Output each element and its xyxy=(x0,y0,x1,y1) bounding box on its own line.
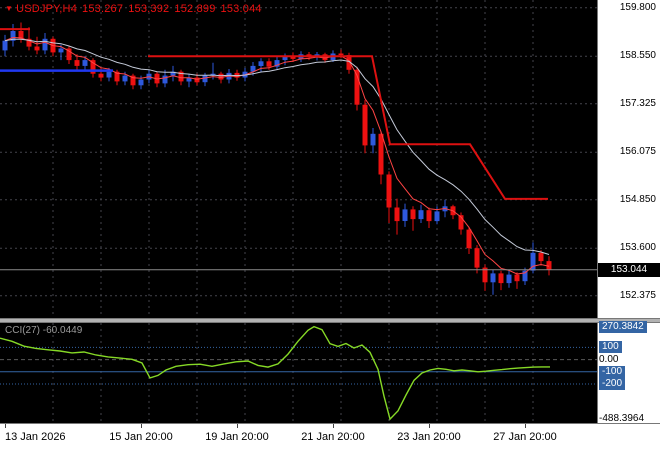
time-axis-label: 19 Jan 20:00 xyxy=(205,431,269,443)
cci-axis-label: 270.3842 xyxy=(599,320,647,333)
cci-value-axis[interactable]: 270.3842 100 0.00 -100 -200 -488.3964 xyxy=(597,320,660,425)
price-axis-label: 157.325 xyxy=(619,97,656,109)
cci-indicator-label: CCI(27) -60.0449 xyxy=(5,325,82,336)
time-axis-label: 15 Jan 20:00 xyxy=(109,431,173,443)
time-axis-label: 13 Jan 2026 xyxy=(5,431,66,443)
current-price-badge: 153.044 xyxy=(598,262,660,277)
price-axis-label: 153.600 xyxy=(619,242,656,254)
price-axis-label: 158.550 xyxy=(619,50,656,62)
high-value: 153.392 xyxy=(128,3,170,15)
moving-average-line xyxy=(4,38,550,255)
symbol-period-label: USDJPY,H4 xyxy=(16,3,78,15)
time-axis-tick xyxy=(5,424,6,428)
time-axis[interactable]: 13 Jan 2026 15 Jan 20:00 19 Jan 20:00 21 Ja… xyxy=(0,423,660,450)
resistance-line-stepped xyxy=(148,55,548,200)
cci-axis-label: 100 xyxy=(599,341,622,354)
low-value: 152.899 xyxy=(174,3,216,15)
price-axis-label: 152.375 xyxy=(619,289,656,301)
time-axis-tick xyxy=(525,424,526,428)
time-axis-tick xyxy=(237,424,238,428)
price-axis-label: 156.075 xyxy=(619,146,656,158)
moving-average-line xyxy=(4,36,550,275)
current-price-value: 153.044 xyxy=(610,263,648,275)
time-axis-tick xyxy=(333,424,334,428)
price-chart-panel[interactable]: ▼ USDJPY,H4 153.267 153.392 152.899 153.044 xyxy=(0,0,597,318)
price-axis[interactable]: 153.044 159.800 158.550 157.325 156.075 154.… xyxy=(597,0,660,318)
chart-header: ▼ USDJPY,H4 153.267 153.392 152.899 153.044 xyxy=(5,3,262,15)
cci-axis-label: -200 xyxy=(599,377,626,390)
price-axis-label: 159.800 xyxy=(619,1,656,13)
cci-line xyxy=(0,325,550,421)
panel-divider[interactable] xyxy=(0,318,660,323)
one-click-trading-icon[interactable]: ▼ xyxy=(5,4,14,13)
cci-label-text: CCI(27) -60.0449 xyxy=(5,325,83,336)
cci-chart-canvas[interactable] xyxy=(0,323,597,423)
price-axis-label: 154.850 xyxy=(619,193,656,205)
time-axis-label: 27 Jan 20:00 xyxy=(493,431,557,443)
cci-axis-label: -488.3964 xyxy=(599,413,645,425)
candlestick-chart-canvas[interactable] xyxy=(0,0,597,318)
cci-indicator-panel[interactable]: CCI(27) -60.0449 xyxy=(0,323,597,423)
time-axis-tick xyxy=(141,424,142,428)
time-axis-label: 23 Jan 20:00 xyxy=(397,431,461,443)
cci-axis-label: -100 xyxy=(599,365,626,378)
open-value: 153.267 xyxy=(82,3,124,15)
candlesticks xyxy=(2,22,552,295)
time-axis-label: 21 Jan 20:00 xyxy=(301,431,365,443)
close-value: 153.044 xyxy=(220,3,262,15)
time-axis-tick xyxy=(429,424,430,428)
cci-axis-label: 0.00 xyxy=(599,353,619,365)
